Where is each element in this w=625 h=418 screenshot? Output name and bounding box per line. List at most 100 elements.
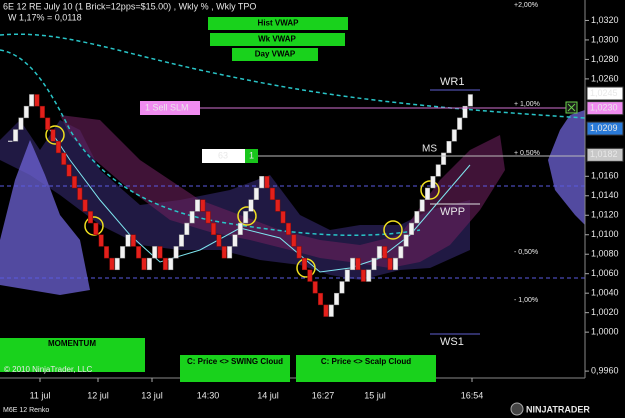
x-tick-label: 15 jul [364,390,386,400]
brick [344,269,350,282]
count-box[interactable] [245,149,258,163]
volume-profile [0,140,90,295]
brick [200,199,206,212]
button-label: Day VWAP [255,50,296,59]
brick [125,234,131,247]
brick [29,94,35,107]
y-tick-label: 1,0000 [591,327,619,337]
brick [82,199,88,212]
logo: NINJATRADER [526,404,590,414]
brick [195,199,200,212]
brick [141,257,147,271]
order-label: 1 Sell SLM [145,102,189,112]
brick [253,187,259,200]
brick [307,269,313,282]
logo-icon [510,402,524,416]
brick [339,281,345,294]
brick [467,94,473,107]
brick [173,246,179,259]
brick [371,257,377,271]
price-marker-label: 1,0245 [590,88,618,98]
brick [136,246,142,259]
brick [296,246,302,259]
button-label: Wk VWAP [258,35,296,44]
brick [382,246,388,259]
button[interactable] [208,17,348,30]
y-tick-label: 1,0280 [591,54,619,64]
brick [291,234,297,247]
bricks [8,94,473,317]
brick [114,257,120,271]
brick [312,281,318,294]
price-marker [586,86,624,101]
button-label: C: Price <> Scalp Cloud [321,357,411,366]
pivot-label: WPP [440,206,465,218]
brick [280,211,286,224]
button[interactable] [180,355,290,382]
y-axis: 1,0320 1,0300 1,0280 1,0260 1,0160 1,0140 1,01… [585,15,624,375]
brick [50,129,56,142]
y-tick-label: 0,9960 [591,365,619,375]
brick [323,304,329,317]
signal-circles [45,125,440,278]
y-tick-label: 1,0260 [591,73,619,83]
button[interactable] [232,48,318,61]
brick [205,211,211,224]
brick [237,222,243,235]
brick [243,211,249,224]
brick [34,94,40,107]
button[interactable] [0,338,145,372]
brick [275,199,281,212]
brick [285,222,291,235]
brick [302,257,307,271]
order-box[interactable] [140,101,200,115]
price-marker [586,147,624,162]
brick [462,105,468,119]
pivot-label: WR1 [440,76,464,88]
level-label: + 1,00% [514,101,540,108]
brick [157,246,163,259]
scalp-cloud [60,115,505,268]
y-tick-label: 1,0300 [591,34,619,44]
volume-profile-right [548,110,585,225]
x-tick-label: 14:30 [197,390,220,400]
brick [104,246,110,259]
pivot-label: WS1 [440,336,464,348]
brick [366,269,372,282]
brick [360,269,366,282]
brick [269,187,275,200]
brick [425,187,431,200]
brick [451,129,457,142]
y-axis-panel [585,0,625,380]
x-tick-label: 14 jul [257,390,279,400]
brick [398,246,404,259]
copyright: © 2010 NinjaTrader, LLC [4,365,93,374]
brick [376,246,382,259]
button-label: Hist VWAP [258,19,300,28]
brick [350,257,356,271]
brick [328,304,334,317]
brick [227,246,233,259]
button[interactable] [296,355,436,382]
count-label: 1 [249,150,254,160]
price-marker [586,121,624,136]
price-marker-label: 1,0230 [590,102,618,112]
x-tick-label: 12 jul [87,390,109,400]
brick [248,199,254,212]
overlays [0,33,586,335]
brick [77,187,83,200]
y-tick-label: 1,0100 [591,229,619,239]
button[interactable] [210,33,345,46]
brick [264,176,270,189]
brick [355,257,361,271]
button-label: C: Price <> SWING Cloud [187,357,283,366]
chart-subtitle: W 1,17% = 0,0118 [8,12,82,22]
y-tick-label: 1,0140 [591,190,619,200]
swing-cloud [0,120,470,280]
brick [66,164,72,177]
level-label: - 1,00% [514,297,538,304]
quantity-box[interactable] [202,149,245,163]
brick [39,105,45,119]
brick [441,152,447,165]
